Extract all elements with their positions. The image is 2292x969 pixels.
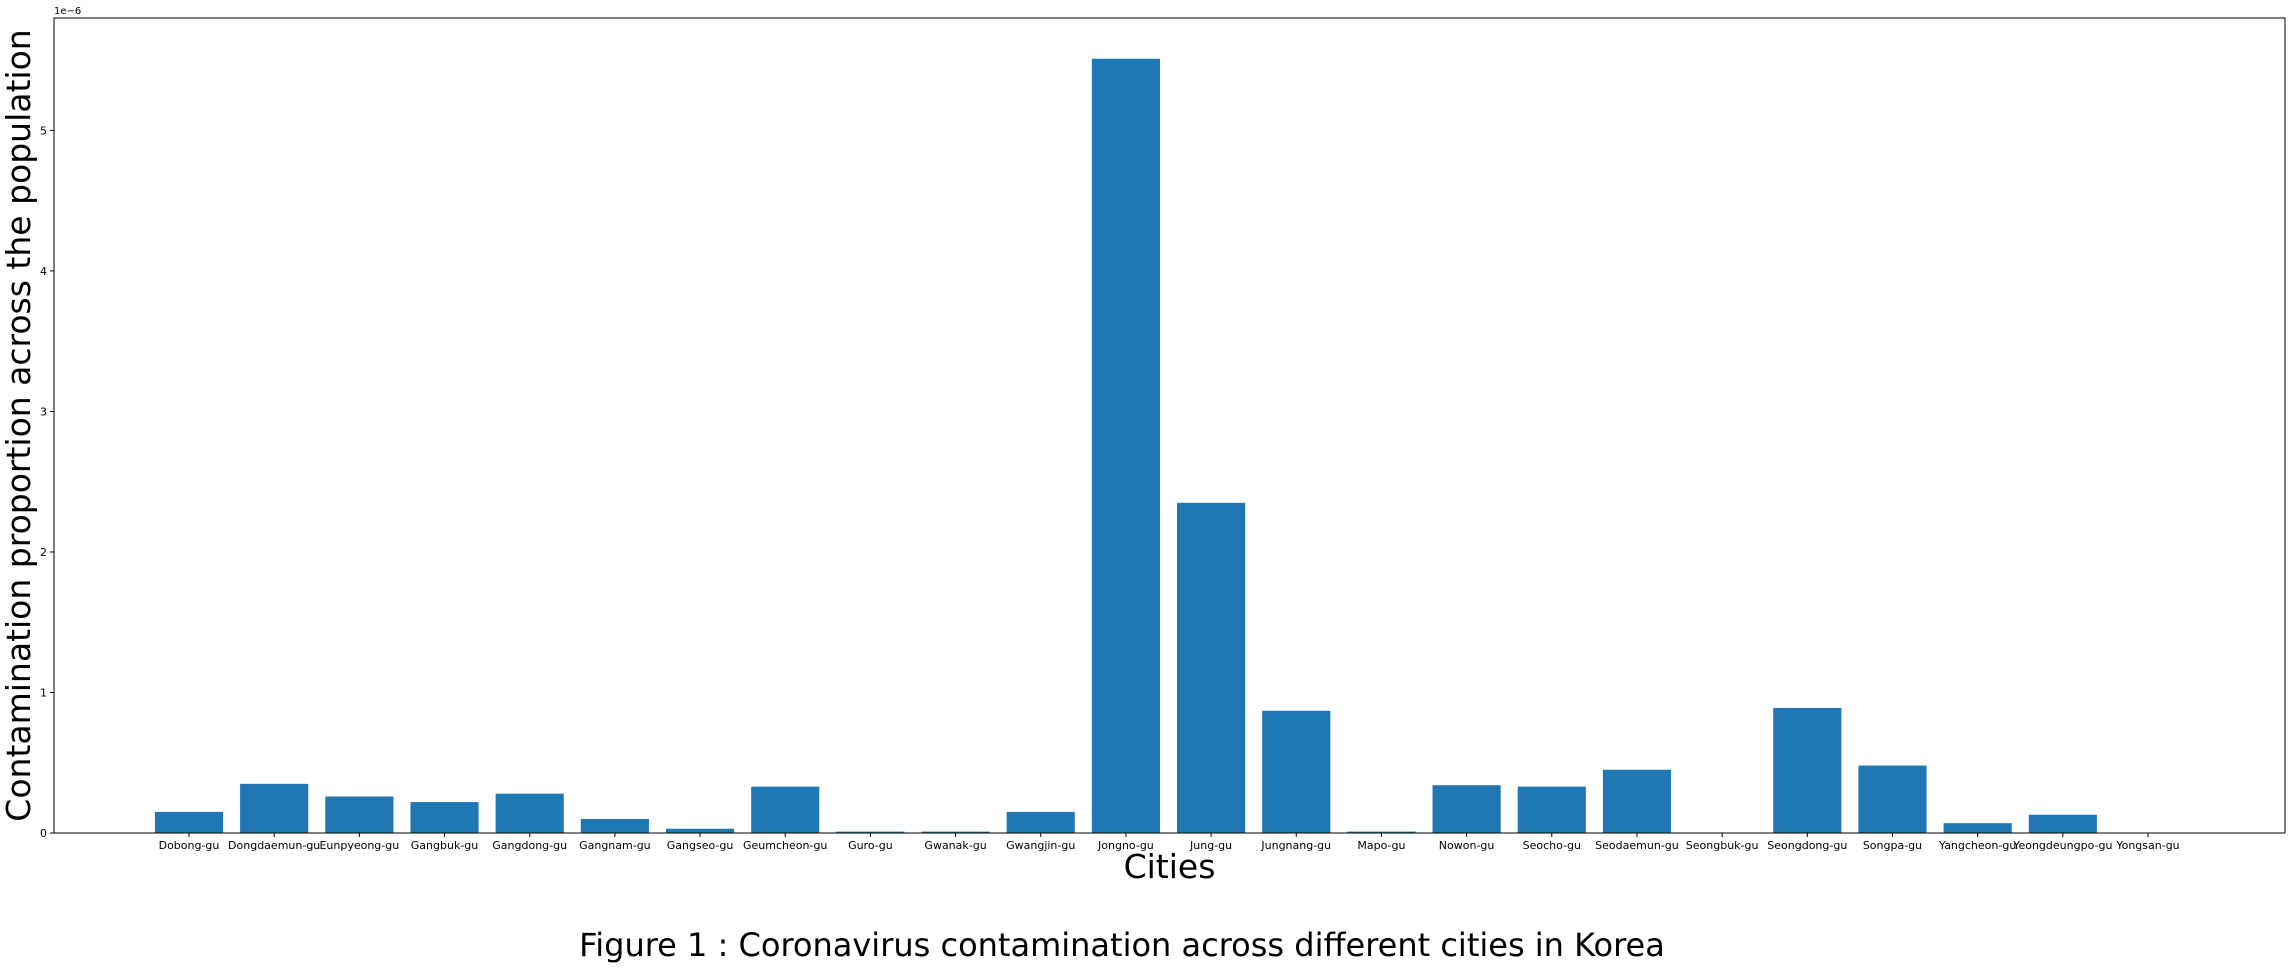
- y-axis-label: Contamination proportion across the popu…: [0, 29, 38, 821]
- x-tick-label: Yeongdeungpo-gu: [2012, 839, 2112, 852]
- x-tick-label: Seodaemun-gu: [1595, 839, 1679, 852]
- x-tick-label: Guro-gu: [848, 839, 893, 852]
- x-tick-label: Gwangjin-gu: [1006, 839, 1075, 852]
- bar-seongdong-gu: [1773, 707, 1842, 833]
- y-tick-label: 2: [40, 546, 47, 559]
- bar-songpa-gu: [1858, 765, 1927, 833]
- bar-dongdaemun-gu: [240, 783, 309, 833]
- x-tick-label: Geumcheon-gu: [743, 839, 827, 852]
- x-tick-label: Nowon-gu: [1439, 839, 1495, 852]
- bar-mapo-gu: [1347, 831, 1416, 833]
- bar-gangseo-gu: [665, 828, 735, 833]
- x-tick-label: Mapo-gu: [1357, 839, 1405, 852]
- x-tick-label: Gangnam-gu: [579, 839, 651, 852]
- y-axis: 0 1 2 3 4 5: [40, 124, 54, 840]
- bar-yangcheon-gu: [1943, 823, 2012, 833]
- x-tick-label: Seongdong-gu: [1767, 839, 1847, 852]
- bar-dobong-gu: [154, 811, 224, 833]
- y-tick-label: 1: [40, 686, 47, 699]
- y-axis-offset-label: 1e−6: [54, 6, 81, 17]
- bar-jongno-gu: [1091, 58, 1160, 833]
- bar-geumcheon-gu: [751, 786, 820, 833]
- x-tick-label: Jungnang-gu: [1260, 839, 1331, 852]
- bar-gwanak-gu: [921, 831, 990, 833]
- plot-area-frame: [53, 17, 2286, 834]
- bar-jung-gu: [1177, 502, 1246, 833]
- bar-yeongdeungpo-gu: [2028, 814, 2097, 833]
- figure-caption: Figure 1 : Coronavirus contamination acr…: [579, 926, 1665, 964]
- x-tick-label: Yongsan-gu: [2115, 839, 2179, 852]
- x-axis-label: Cities: [1124, 847, 1216, 886]
- bar-guro-gu: [836, 831, 905, 833]
- bar-gwangjin-gu: [1006, 811, 1075, 833]
- y-tick-label: 5: [40, 124, 47, 137]
- x-tick-label: Jung-gu: [1189, 839, 1232, 852]
- x-tick-label: Gangdong-gu: [492, 839, 567, 852]
- x-tick-label: Songpa-gu: [1863, 839, 1922, 852]
- y-tick-label: 0: [40, 827, 47, 840]
- x-axis: Dobong-gu Dongdaemun-gu Eunpyeong-gu Gangbu…: [159, 833, 2180, 852]
- x-tick-label: Dongdaemun-gu: [228, 839, 320, 852]
- bar-gangbuk-gu: [410, 802, 479, 833]
- bar-eunpyeong-gu: [325, 796, 394, 833]
- y-tick-label: 3: [40, 405, 47, 418]
- y-tick-label: 4: [40, 265, 47, 278]
- x-tick-label: Gangseo-gu: [667, 839, 734, 852]
- x-tick-label: Seocho-gu: [1523, 839, 1581, 852]
- x-tick-label: Seongbuk-gu: [1686, 839, 1759, 852]
- x-tick-label: Eunpyeong-gu: [319, 839, 399, 852]
- x-tick-label: Dobong-gu: [159, 839, 220, 852]
- x-tick-label: Jongno-gu: [1097, 839, 1154, 852]
- bars-group: [154, 58, 2097, 833]
- bar-gangdong-gu: [495, 793, 564, 833]
- bar-seocho-gu: [1517, 786, 1586, 833]
- bar-gangnam-gu: [580, 818, 649, 833]
- bar-seodaemun-gu: [1602, 769, 1672, 833]
- x-tick-label: Gwanak-gu: [924, 839, 986, 852]
- x-tick-label: Gangbuk-gu: [411, 839, 478, 852]
- bar-nowon-gu: [1432, 785, 1501, 833]
- x-tick-label: Yangcheon-gu: [1938, 839, 2016, 852]
- bar-jungnang-gu: [1262, 710, 1331, 833]
